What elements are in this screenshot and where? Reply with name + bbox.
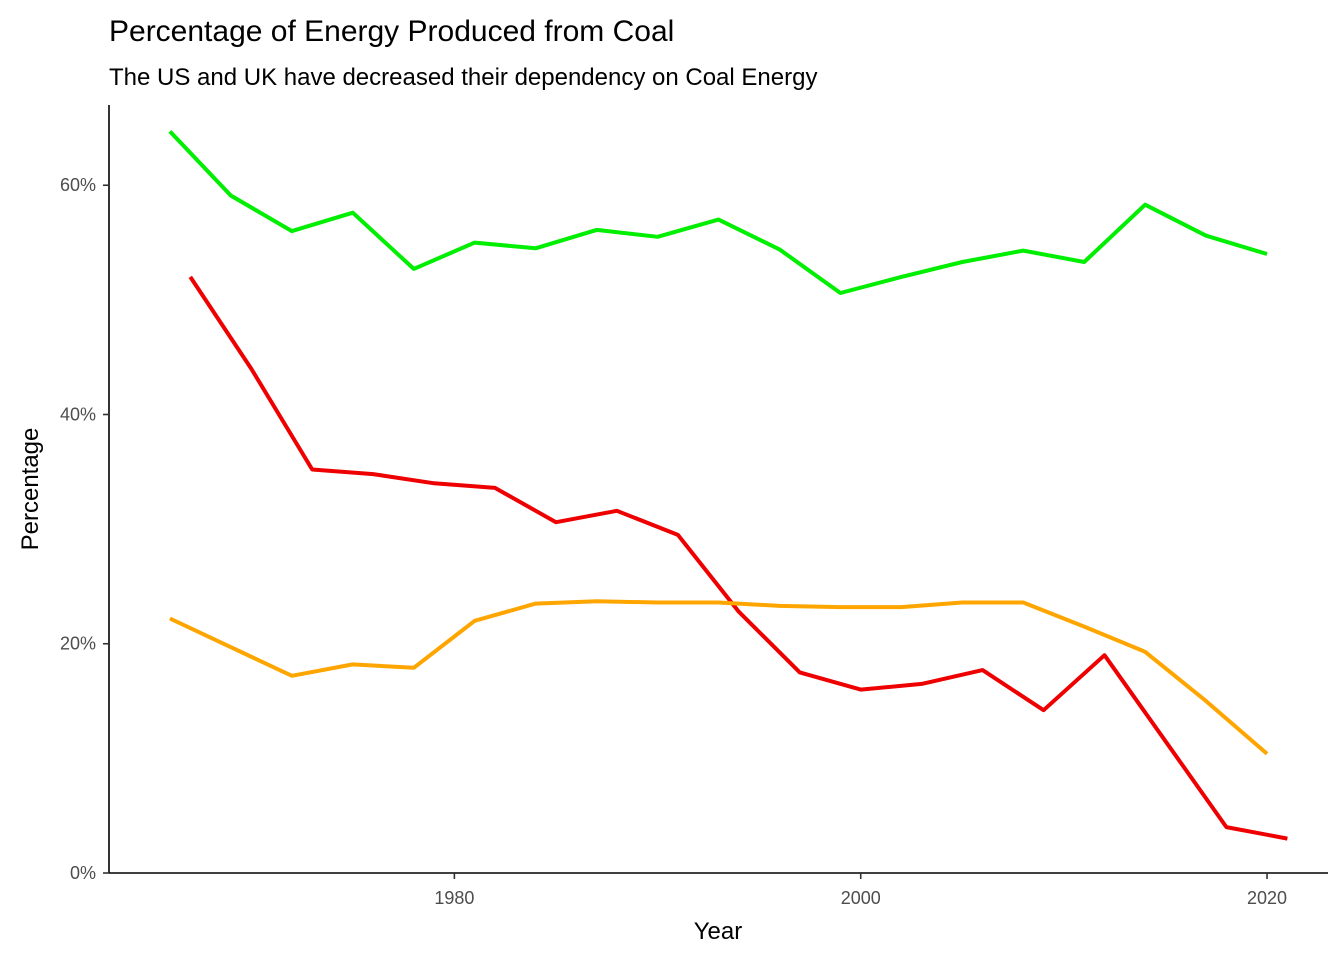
x-axis-ticks: 1980 2000 2020 (434, 873, 1287, 908)
y-tick-label: 60% (60, 175, 96, 195)
series-line-3 (169, 599, 1269, 756)
series-line-2 (188, 275, 1288, 841)
chart-subtitle: The US and UK have decreased their depen… (109, 64, 817, 91)
chart-title: Percentage of Energy Produced from Coal (109, 15, 674, 48)
x-tick-label: 1980 (434, 888, 474, 908)
series-line-1 (168, 130, 1268, 295)
series-layer (168, 130, 1288, 841)
y-tick-label: 0% (70, 863, 96, 883)
x-tick-label: 2020 (1247, 888, 1287, 908)
x-tick-label: 2000 (841, 888, 881, 908)
y-axis-title: Percentage (17, 428, 44, 551)
x-axis-title: Year (694, 918, 743, 945)
y-tick-label: 20% (60, 634, 96, 654)
y-axis-ticks: 0% 20% 40% 60% (60, 175, 109, 883)
plot-area: 0% 20% 40% 60% 1980 2000 2020 (60, 105, 1328, 908)
y-tick-label: 40% (60, 404, 96, 424)
